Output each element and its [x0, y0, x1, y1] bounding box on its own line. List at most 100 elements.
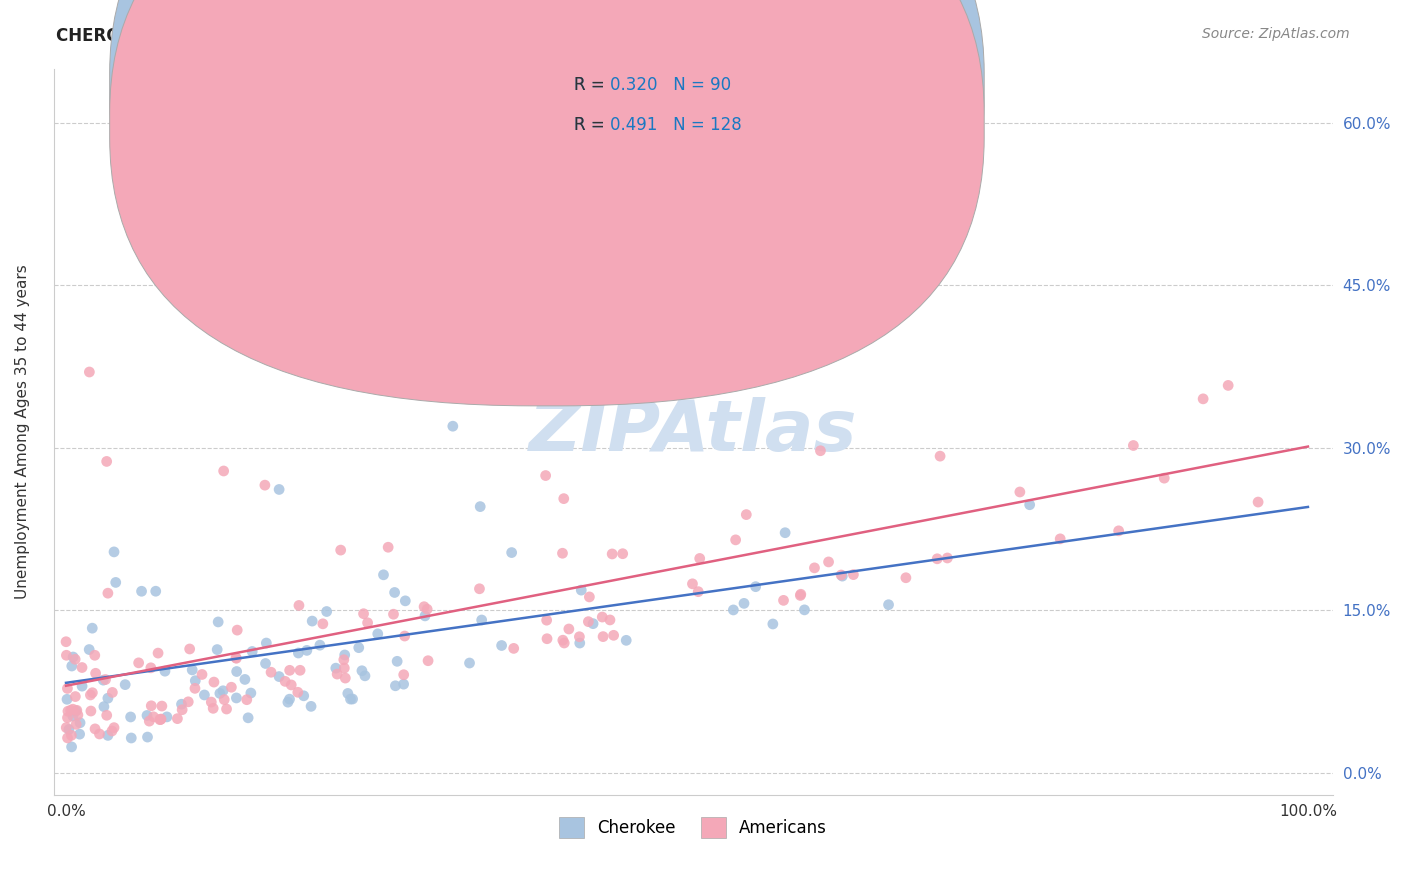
Point	[350, 664, 373, 678]
Point	[1008, 485, 1031, 500]
Point	[333, 648, 356, 662]
Text: R = 0.320   N = 90: R = 0.320 N = 90	[574, 76, 731, 94]
Point	[239, 686, 262, 700]
Point	[170, 697, 193, 711]
Point	[274, 674, 297, 689]
Point	[441, 419, 464, 434]
Point	[93, 699, 115, 714]
Point	[831, 569, 853, 583]
Point	[325, 661, 347, 675]
Point	[723, 603, 745, 617]
Point	[336, 686, 359, 700]
Point	[468, 582, 491, 596]
Point	[167, 169, 190, 184]
Point	[89, 727, 111, 741]
Point	[70, 679, 93, 693]
Point	[309, 638, 332, 652]
Point	[793, 603, 815, 617]
Point	[138, 714, 160, 728]
Point	[288, 663, 311, 677]
Point	[315, 605, 337, 619]
Point	[278, 663, 301, 677]
Point	[312, 616, 335, 631]
Point	[65, 704, 87, 718]
Point	[236, 692, 259, 706]
Point	[582, 616, 605, 631]
Point	[60, 659, 83, 673]
Point	[382, 607, 405, 622]
Point	[55, 634, 77, 648]
Point	[80, 704, 103, 718]
Point	[356, 615, 378, 630]
Point	[1122, 438, 1144, 452]
Point	[377, 540, 399, 554]
Point	[470, 500, 492, 514]
Point	[56, 681, 79, 696]
Point	[534, 468, 557, 483]
Point	[205, 642, 228, 657]
Point	[602, 628, 624, 642]
Point	[254, 657, 277, 671]
Point	[413, 599, 436, 614]
Point	[354, 669, 377, 683]
Point	[416, 602, 439, 616]
Point	[69, 715, 91, 730]
Point	[1247, 495, 1270, 509]
Point	[84, 722, 107, 736]
Point	[551, 633, 574, 648]
Point	[373, 567, 395, 582]
Point	[82, 621, 104, 635]
Point	[269, 483, 291, 497]
Point	[58, 723, 80, 737]
Point	[128, 656, 150, 670]
Point	[120, 710, 142, 724]
Point	[60, 739, 83, 754]
Point	[240, 644, 263, 658]
Point	[55, 721, 77, 735]
Point	[62, 702, 84, 716]
Point	[877, 598, 900, 612]
Point	[62, 650, 84, 665]
Point	[735, 508, 758, 522]
Point	[347, 640, 370, 655]
Point	[184, 673, 207, 688]
Point	[142, 710, 165, 724]
Point	[60, 728, 83, 742]
Point	[384, 679, 406, 693]
Point	[66, 703, 89, 717]
Point	[353, 607, 375, 621]
Point	[63, 652, 86, 666]
Point	[682, 577, 704, 591]
Point	[139, 661, 162, 675]
Point	[384, 585, 406, 599]
Point	[193, 688, 215, 702]
Point	[215, 702, 238, 716]
Text: ZIPAtlas: ZIPAtlas	[529, 397, 858, 467]
Point	[568, 630, 591, 644]
Point	[136, 708, 159, 723]
Point	[145, 584, 167, 599]
Text: R =: R =	[574, 76, 610, 94]
Point	[267, 669, 290, 683]
Point	[156, 710, 179, 724]
Point	[724, 533, 747, 547]
Point	[280, 678, 302, 692]
Point	[66, 708, 89, 723]
Point	[344, 289, 367, 303]
Point	[842, 567, 865, 582]
Text: Source: ZipAtlas.com: Source: ZipAtlas.com	[1202, 27, 1350, 41]
Point	[1192, 392, 1215, 406]
Point	[287, 646, 309, 660]
Point	[553, 491, 575, 506]
Point	[83, 648, 105, 663]
Point	[394, 629, 416, 643]
Point	[91, 673, 114, 688]
Point	[342, 692, 364, 706]
Point	[367, 627, 389, 641]
Point	[329, 543, 352, 558]
Point	[96, 708, 118, 723]
Point	[536, 632, 558, 646]
Point	[1108, 524, 1130, 538]
Point	[225, 665, 247, 679]
Point	[614, 633, 637, 648]
